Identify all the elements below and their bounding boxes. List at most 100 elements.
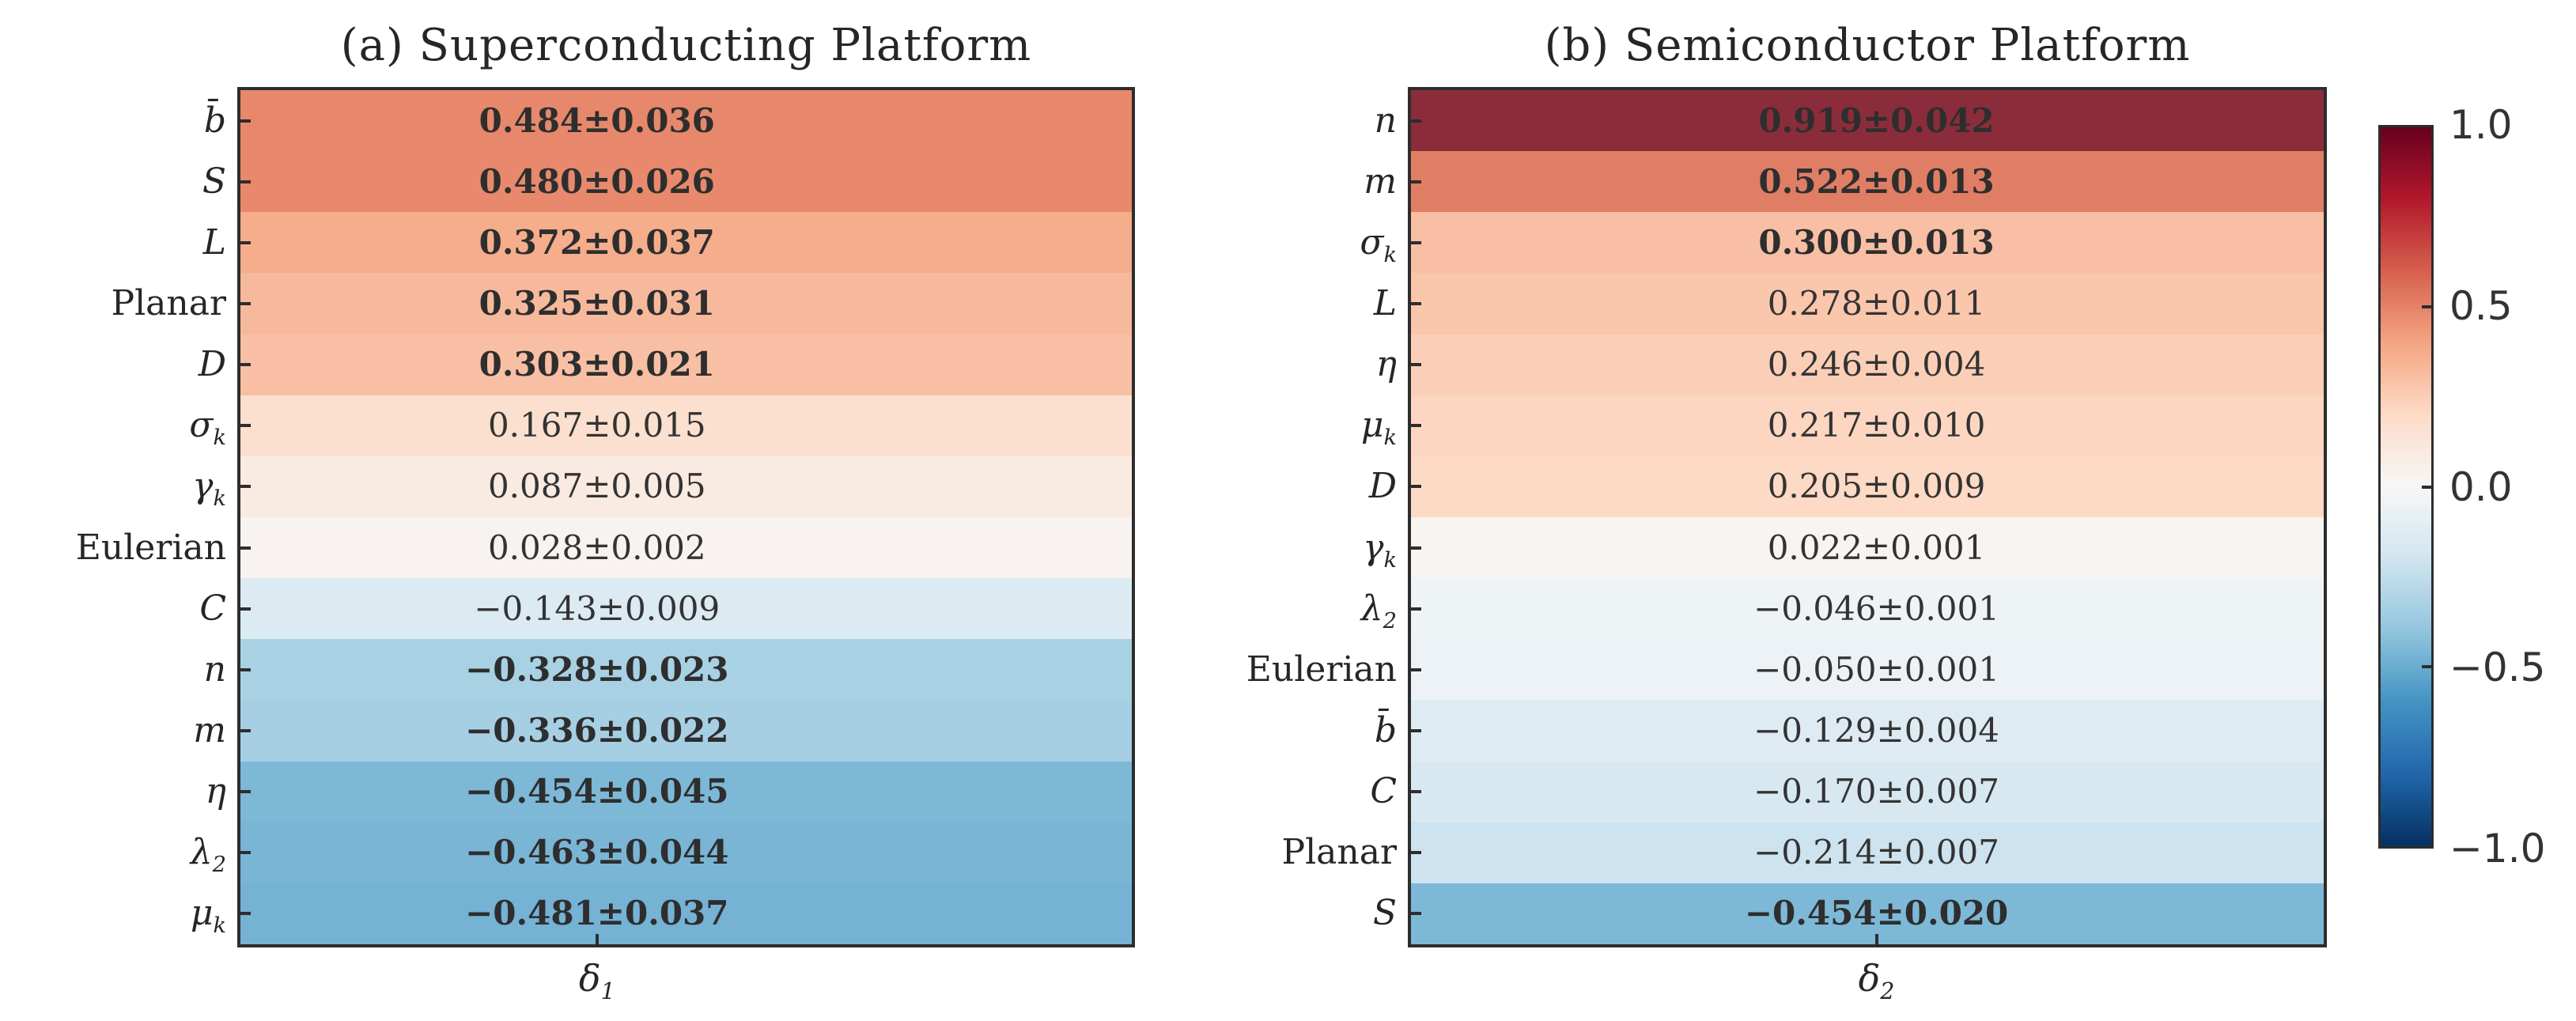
row-label: b̄	[203, 100, 226, 141]
heatmap-row: L 0.278±0.011	[1374, 273, 2324, 335]
row-label: σk	[1360, 221, 1397, 267]
row-label: η	[205, 771, 226, 812]
y-axis-tick	[240, 728, 251, 732]
x-axis-label-b: δ2	[1858, 957, 1895, 1005]
y-axis-tick	[240, 912, 251, 916]
heatmap-row: σk 0.167±0.015	[189, 395, 1132, 456]
heatmap-row: b̄ −0.129±0.004	[1375, 700, 2324, 762]
heatmap-panel-semiconductor: (b) Semiconductor Platform n 0.919±0.042…	[1246, 20, 2327, 1003]
cell-value: 0.022±0.001	[1767, 528, 1986, 567]
y-axis-tick	[240, 363, 251, 367]
row-label: Planar	[111, 282, 226, 323]
colorbar	[2378, 125, 2434, 849]
cell-value: 0.167±0.015	[487, 406, 706, 445]
row-label: σk	[189, 405, 226, 451]
y-axis-tick	[1411, 424, 1421, 428]
row-label: λ2	[190, 832, 226, 878]
row-label: n	[1374, 100, 1397, 141]
heatmap-row: b̄ 0.484±0.036	[204, 90, 1132, 152]
colorbar-tick	[2422, 305, 2434, 309]
colorbar-tick-label: −0.5	[2449, 645, 2546, 691]
row-label: m	[1364, 161, 1397, 202]
row-label: Eulerian	[1246, 649, 1397, 690]
heatmap-row: S 0.480±0.026	[202, 151, 1132, 213]
cell-value: −0.336±0.022	[465, 710, 729, 750]
heatmap-row: C −0.170±0.007	[1370, 761, 2324, 822]
y-axis-tick	[240, 667, 251, 671]
cell-value: −0.170±0.007	[1753, 772, 1999, 811]
row-label: η	[1375, 344, 1397, 385]
row-label: L	[1373, 282, 1397, 323]
row-label: m	[193, 709, 226, 751]
y-axis-tick	[1411, 485, 1421, 489]
y-axis-tick	[240, 301, 251, 305]
row-label: μk	[1360, 405, 1397, 451]
y-axis-tick	[1411, 363, 1421, 367]
heatmap-row: D 0.205±0.009	[1369, 456, 2324, 517]
row-label: μk	[190, 893, 226, 939]
heatmap-row: m 0.522±0.013	[1364, 151, 2324, 213]
cell-value: −0.454±0.045	[465, 772, 729, 811]
cell-value: −0.454±0.020	[1744, 894, 2009, 933]
cell-value: 0.372±0.037	[479, 222, 715, 262]
heatmap-row: D 0.303±0.021	[199, 334, 1132, 395]
row-label: D	[1368, 466, 1397, 507]
cell-value: 0.205±0.009	[1767, 467, 1986, 506]
heatmap-row: μk −0.481±0.037	[191, 883, 1132, 944]
y-axis-tick	[240, 790, 251, 794]
colorbar-tick-label: 0.0	[2449, 463, 2513, 510]
heatmap-row: λ2 −0.046±0.001	[1361, 578, 2324, 640]
y-axis-tick	[1411, 119, 1421, 123]
row-label: Eulerian	[75, 527, 226, 568]
cell-value: 0.325±0.031	[479, 283, 715, 323]
row-label: γk	[1363, 527, 1397, 573]
colorbar-tick-label: 0.5	[2449, 282, 2513, 329]
heatmap-row: n 0.919±0.042	[1375, 90, 2324, 152]
heatmap-row: σk 0.300±0.013	[1360, 212, 2324, 274]
row-label: D	[198, 344, 226, 385]
heatmap-row: L 0.372±0.037	[203, 212, 1132, 274]
y-axis-tick	[240, 485, 251, 489]
x-axis-tick-b	[1874, 934, 1878, 944]
y-axis-tick	[240, 424, 251, 428]
heatmap-row: γk 0.087±0.005	[192, 456, 1132, 517]
heatmap-row: μk 0.217±0.010	[1361, 395, 2324, 456]
cell-value: 0.246±0.004	[1767, 345, 1986, 384]
cell-value: −0.481±0.037	[465, 894, 729, 933]
cell-value: 0.480±0.026	[479, 161, 715, 201]
y-axis-tick	[240, 546, 251, 550]
row-label: L	[202, 221, 226, 263]
cell-value: −0.050±0.001	[1753, 649, 1999, 689]
row-label: C	[199, 588, 226, 629]
y-axis-tick	[240, 607, 251, 611]
cell-value: 0.300±0.013	[1758, 222, 1995, 262]
heatmap-row: η −0.454±0.045	[206, 761, 1132, 822]
cell-value: −0.463±0.044	[465, 833, 729, 872]
cell-value: 0.087±0.005	[487, 467, 706, 506]
heatmap-body-a: b̄ 0.484±0.036 S 0.480±0.026 L 0.372±0.0…	[76, 90, 1132, 944]
y-axis-tick	[1411, 790, 1421, 794]
cell-value: −0.046±0.001	[1753, 588, 1999, 628]
cell-value: 0.217±0.010	[1767, 406, 1986, 445]
heatmap-row: C −0.143±0.009	[199, 578, 1132, 640]
heatmap-row: Eulerian 0.028±0.002	[76, 516, 1132, 579]
heatmap-row: λ2 −0.463±0.044	[191, 822, 1132, 883]
colorbar-tick-label: −1.0	[2449, 826, 2546, 872]
y-axis-tick	[1411, 180, 1421, 183]
row-label: γk	[192, 466, 226, 512]
y-axis-tick	[1411, 912, 1421, 916]
y-axis-tick	[240, 851, 251, 855]
cell-value: 0.303±0.021	[479, 345, 715, 384]
heatmap-row: Eulerian −0.050±0.001	[1246, 639, 2324, 701]
heatmap-row: n −0.328±0.023	[204, 639, 1132, 701]
colorbar-tick-label: 1.0	[2449, 102, 2513, 148]
heatmap-row: γk 0.022±0.001	[1363, 516, 2324, 579]
row-label: n	[203, 649, 226, 690]
row-label: C	[1370, 771, 1397, 812]
colorbar-tick	[2422, 485, 2434, 489]
y-axis-tick	[240, 180, 251, 183]
y-axis-tick	[1411, 301, 1421, 305]
y-axis-tick	[1411, 667, 1421, 671]
cell-value: 0.522±0.013	[1758, 161, 1995, 201]
